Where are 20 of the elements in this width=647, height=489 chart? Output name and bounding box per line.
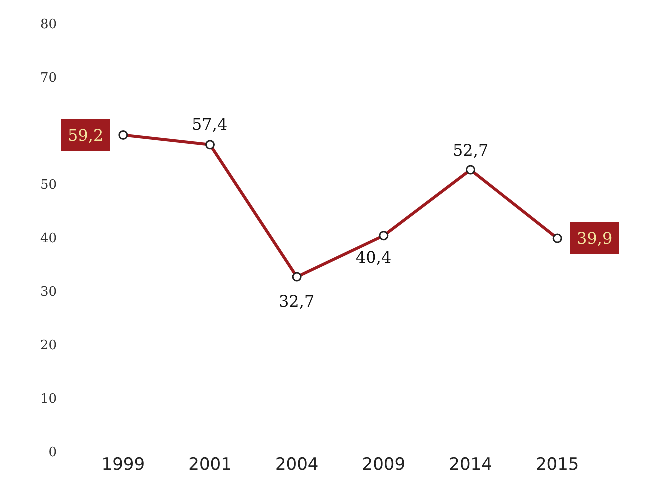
x-tick-label: 2015 xyxy=(536,455,580,475)
y-tick-label: 30 xyxy=(40,285,57,300)
x-tick-label: 2014 xyxy=(449,455,492,475)
y-tick-label: 40 xyxy=(40,232,57,247)
x-tick-label: 1999 xyxy=(102,455,146,475)
y-tick-label: 70 xyxy=(40,71,57,86)
data-label: 52,7 xyxy=(453,141,489,160)
x-tick-label: 2004 xyxy=(275,455,319,475)
y-tick-label: 0 xyxy=(48,446,57,461)
y-tick-label: 80 xyxy=(40,18,57,33)
data-label: 40,4 xyxy=(356,248,392,267)
y-tick-label: 50 xyxy=(40,178,57,194)
data-label: 39,9 xyxy=(577,229,613,248)
y-tick-label: 10 xyxy=(40,392,57,408)
y-tick-label: 20 xyxy=(40,338,57,354)
data-label: 59,2 xyxy=(68,126,104,145)
data-label: 57,4 xyxy=(192,115,228,134)
data-label: 32,7 xyxy=(279,292,315,311)
x-tick-label: 2001 xyxy=(188,455,232,475)
x-tick-label: 2009 xyxy=(362,455,406,475)
